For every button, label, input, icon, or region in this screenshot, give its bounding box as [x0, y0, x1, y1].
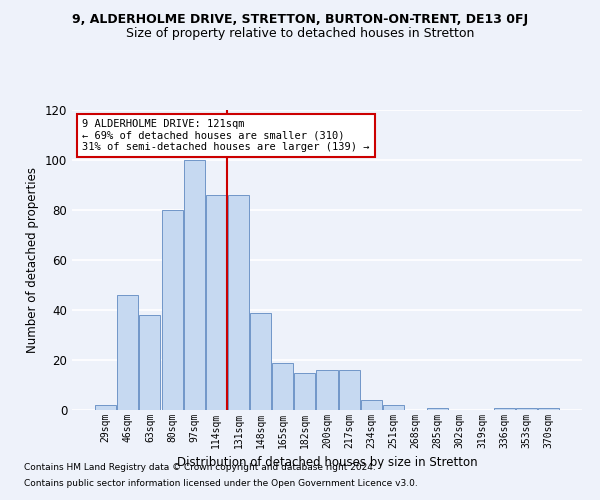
Bar: [228, 195, 249, 410]
Bar: [206, 195, 227, 410]
Bar: [538, 408, 559, 410]
Bar: [272, 362, 293, 410]
Bar: [361, 400, 382, 410]
X-axis label: Distribution of detached houses by size in Stretton: Distribution of detached houses by size …: [176, 456, 478, 469]
Text: 9, ALDERHOLME DRIVE, STRETTON, BURTON-ON-TRENT, DE13 0FJ: 9, ALDERHOLME DRIVE, STRETTON, BURTON-ON…: [72, 12, 528, 26]
Y-axis label: Number of detached properties: Number of detached properties: [26, 167, 39, 353]
Bar: [316, 370, 338, 410]
Text: Contains HM Land Registry data © Crown copyright and database right 2024.: Contains HM Land Registry data © Crown c…: [24, 464, 376, 472]
Bar: [338, 370, 359, 410]
Bar: [139, 315, 160, 410]
Bar: [118, 295, 139, 410]
Bar: [295, 372, 316, 410]
Text: Size of property relative to detached houses in Stretton: Size of property relative to detached ho…: [126, 28, 474, 40]
Bar: [161, 210, 182, 410]
Text: 9 ALDERHOLME DRIVE: 121sqm
← 69% of detached houses are smaller (310)
31% of sem: 9 ALDERHOLME DRIVE: 121sqm ← 69% of deta…: [82, 119, 370, 152]
Bar: [383, 405, 404, 410]
Bar: [184, 160, 205, 410]
Text: Contains public sector information licensed under the Open Government Licence v3: Contains public sector information licen…: [24, 478, 418, 488]
Bar: [515, 408, 536, 410]
Bar: [494, 408, 515, 410]
Bar: [95, 405, 116, 410]
Bar: [427, 408, 448, 410]
Bar: [250, 312, 271, 410]
